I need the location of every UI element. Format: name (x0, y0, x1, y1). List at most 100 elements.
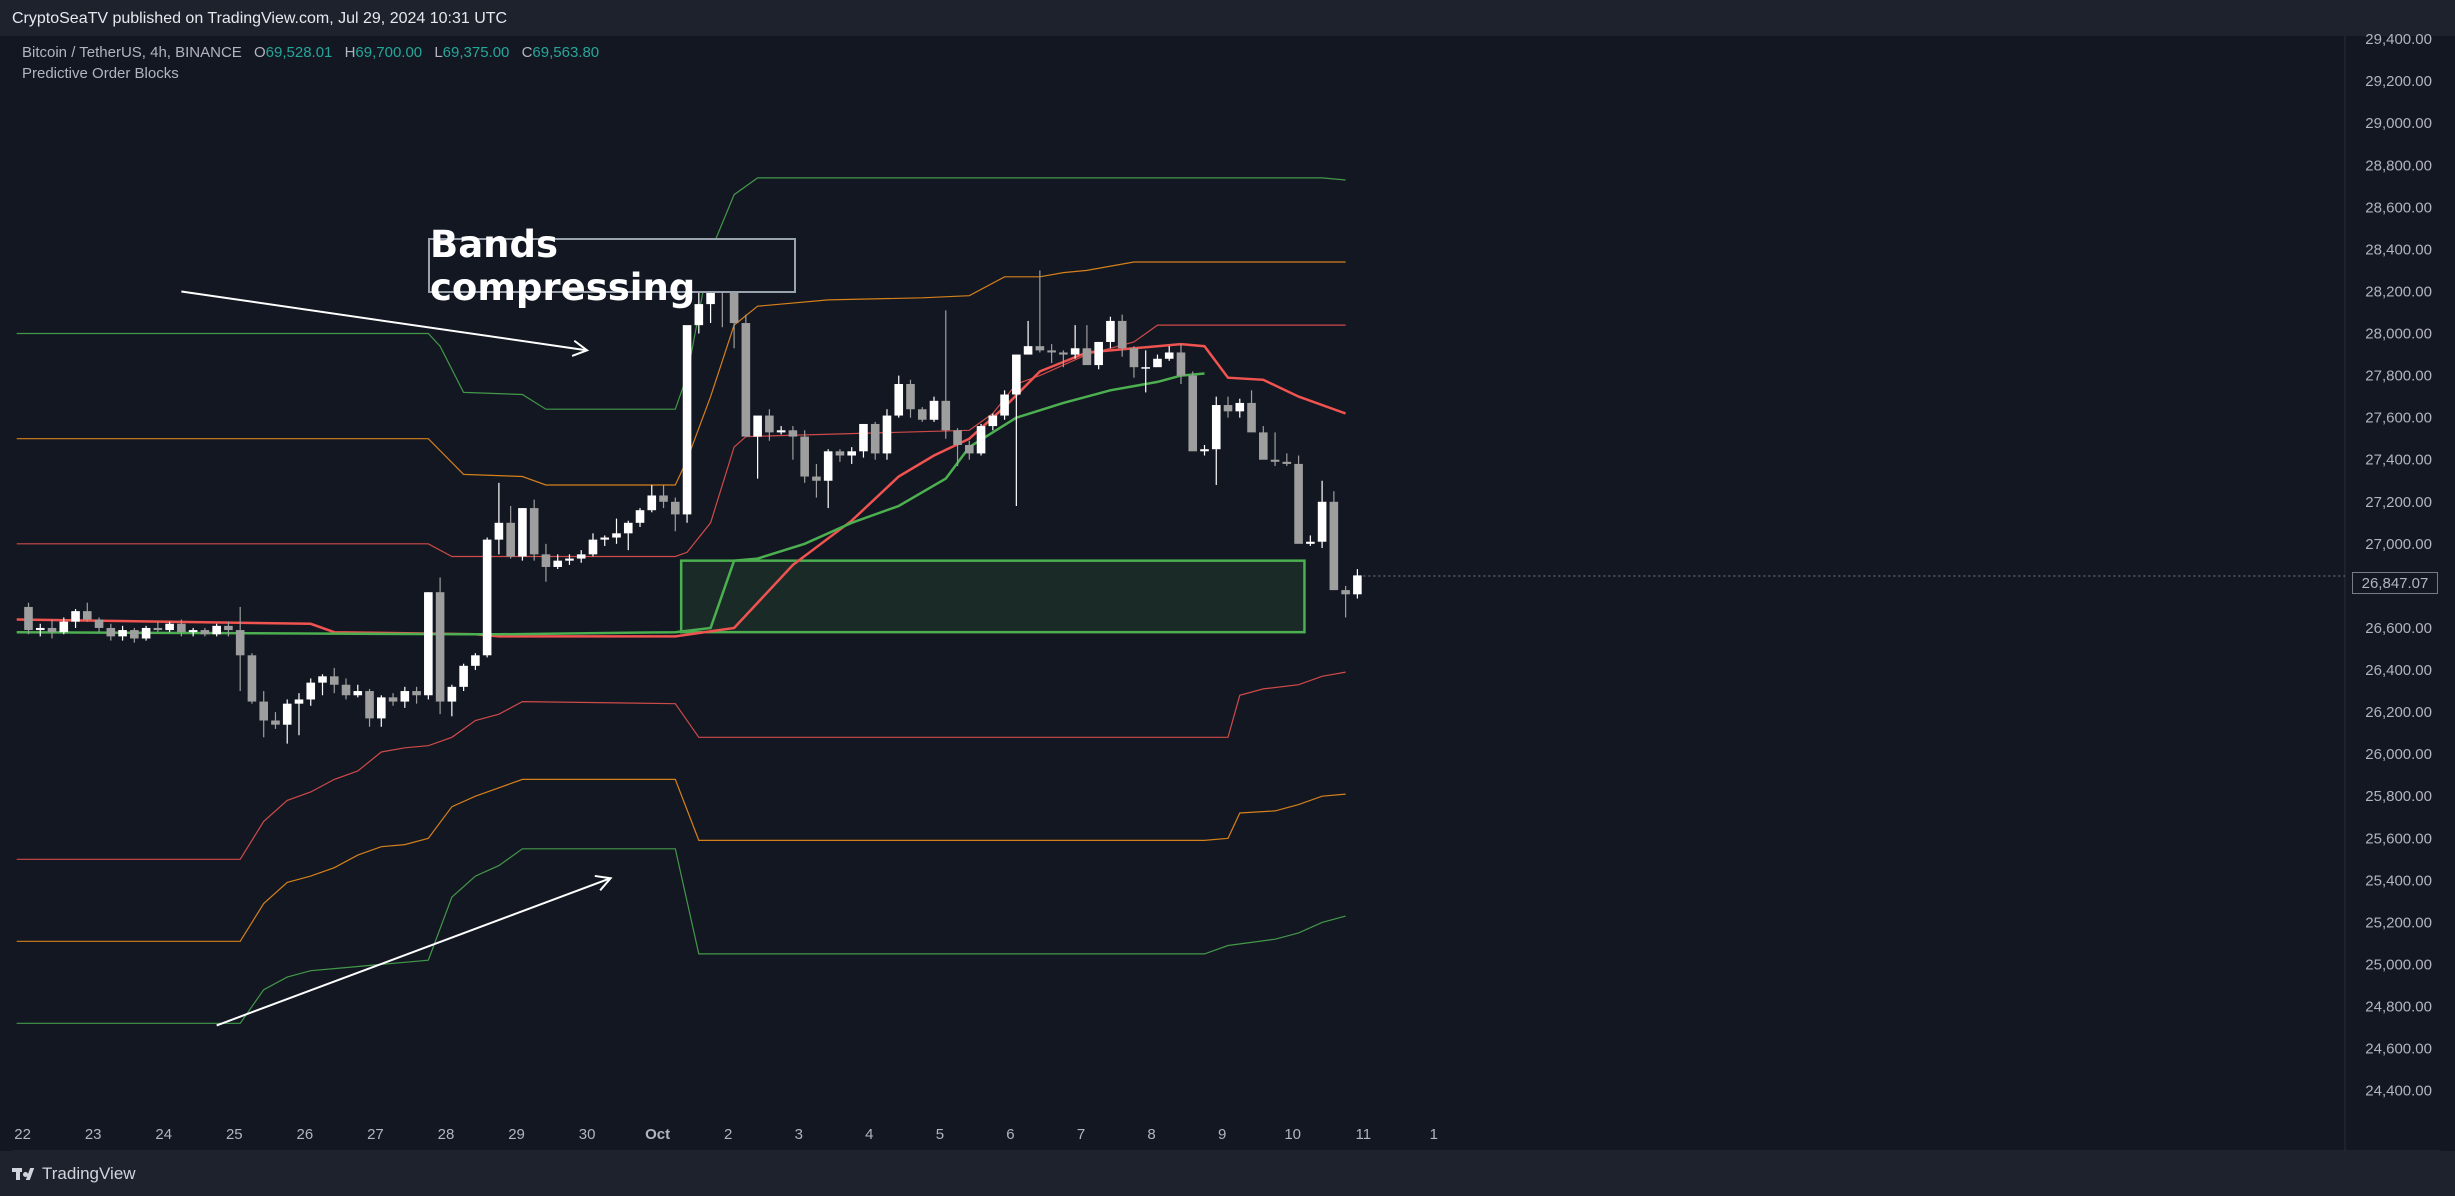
candle-body (1223, 405, 1233, 412)
footer-bar (0, 1151, 2455, 1196)
candle-body (471, 655, 480, 666)
candle-body (1176, 352, 1186, 376)
close-key: C (521, 44, 533, 61)
candle-body (400, 691, 410, 702)
y-tick-label: 28,600.00 (2365, 199, 2432, 216)
band-upper_red (16, 324, 1346, 558)
candle-body (247, 655, 257, 702)
x-tick-label: 24 (155, 1126, 172, 1143)
candle-body (635, 510, 645, 523)
candle-body (71, 611, 80, 622)
low-value: 69,375.00 (442, 44, 510, 61)
candle-body (671, 501, 680, 515)
band-lower_green (16, 848, 1346, 1024)
candle-body (941, 400, 951, 431)
candle-body (741, 323, 751, 437)
candle-body (565, 558, 574, 561)
x-tick-label: 23 (85, 1126, 102, 1143)
candle-body (282, 703, 292, 725)
open-value: 69,528.01 (265, 44, 333, 61)
band-upper_green (16, 177, 1346, 410)
candle-body (518, 508, 527, 557)
candle-body (106, 627, 116, 637)
x-tick-label: 5 (936, 1126, 944, 1143)
candle-body (600, 537, 610, 540)
x-tick-label: 4 (865, 1126, 873, 1143)
candle-body (1294, 463, 1303, 544)
y-tick-label: 26,600.00 (2365, 620, 2432, 637)
x-tick-label: Oct (645, 1126, 670, 1143)
y-tick-label: 27,800.00 (2365, 368, 2432, 385)
tradingview-logo[interactable]: TradingView (12, 1164, 136, 1184)
y-tick-label: 29,400.00 (2365, 31, 2432, 48)
candle-body (212, 625, 221, 635)
symbol-legend: Bitcoin / TetherUS, 4h, BINANCE O69,528.… (22, 44, 599, 61)
x-tick-label: 29 (508, 1126, 525, 1143)
candle-body (1211, 405, 1221, 450)
y-tick-label: 28,200.00 (2365, 283, 2432, 300)
y-tick-label: 27,600.00 (2365, 410, 2432, 427)
candle-body (1164, 352, 1174, 359)
y-tick-label: 29,000.00 (2365, 115, 2432, 132)
candle-body (200, 630, 210, 635)
candle-body (694, 304, 704, 326)
candle-body (435, 592, 445, 702)
candle-body (1188, 375, 1198, 452)
candle-body (1200, 449, 1209, 452)
candle-body (1035, 346, 1045, 351)
candle-body (35, 627, 45, 631)
candle-body (917, 409, 927, 420)
trend-arrow-line (216, 877, 611, 1027)
y-tick-label: 27,000.00 (2365, 536, 2432, 553)
y-tick-label: 25,000.00 (2365, 956, 2432, 973)
candle-body (235, 630, 245, 656)
x-tick-label: 8 (1147, 1126, 1155, 1143)
x-tick-label: 27 (367, 1126, 384, 1143)
bands-compressing-callout: Bands compressing (428, 223, 796, 309)
y-tick-label: 24,600.00 (2365, 1041, 2432, 1058)
y-tick-label: 28,800.00 (2365, 157, 2432, 174)
candle-body (1023, 346, 1033, 355)
candle-body (965, 444, 974, 454)
candle-body (306, 682, 316, 700)
candle-body (859, 423, 868, 452)
tradingview-icon (12, 1166, 36, 1182)
arrow-head-icon (594, 874, 613, 891)
open-key: O (254, 44, 266, 61)
band-lower_orange (16, 778, 1346, 942)
candle-body (529, 508, 539, 555)
candle-body (94, 619, 104, 628)
x-tick-label: 22 (14, 1126, 31, 1143)
candle-body (24, 606, 33, 631)
candle-body (870, 423, 880, 454)
candle-body (506, 522, 515, 557)
candle-body (271, 720, 280, 725)
candle-body (1270, 459, 1280, 462)
candle-body (682, 325, 692, 515)
band-upper_orange (16, 261, 1346, 486)
candle-body (1235, 402, 1245, 412)
candle-body (165, 623, 174, 631)
candle-body (929, 400, 939, 420)
x-tick-label: 1 (1430, 1126, 1438, 1143)
low-key: L (434, 44, 443, 61)
candle-body (412, 691, 421, 696)
y-tick-label: 25,800.00 (2365, 788, 2432, 805)
candle-body (1353, 575, 1362, 595)
candle-body (1070, 348, 1080, 355)
high-value: 69,700.00 (355, 44, 423, 61)
candle-body (118, 630, 127, 637)
candle-body (1082, 348, 1092, 366)
candle-body (1259, 432, 1268, 460)
candle-body (553, 560, 562, 567)
indicator-legend[interactable]: Predictive Order Blocks (22, 65, 179, 82)
candle-body (1317, 501, 1327, 542)
candle-body (224, 625, 233, 631)
chart-area[interactable] (12, 36, 2441, 1151)
candle-body (988, 415, 998, 427)
x-tick-label: 10 (1284, 1126, 1301, 1143)
y-tick-label: 28,400.00 (2365, 241, 2432, 258)
y-tick-label: 26,400.00 (2365, 662, 2432, 679)
x-tick-label: 25 (226, 1126, 243, 1143)
